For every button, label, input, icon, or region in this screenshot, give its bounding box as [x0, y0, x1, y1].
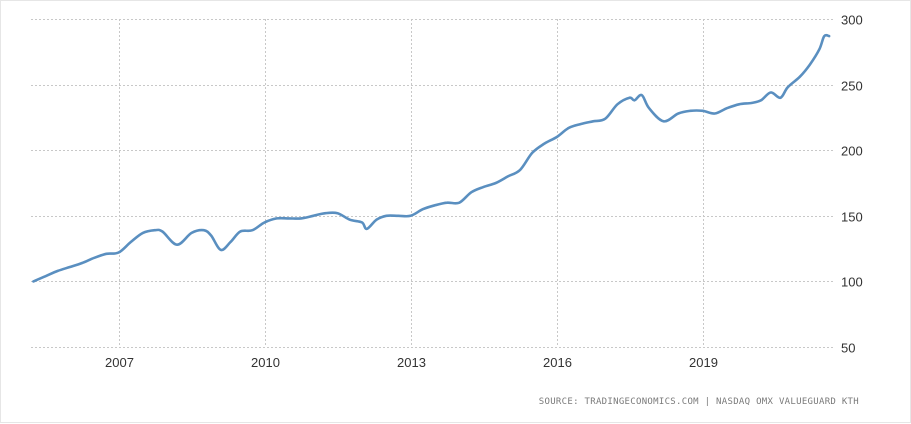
y-tick-label: 50: [841, 341, 855, 356]
x-tick-label: 2013: [397, 355, 426, 370]
y-tick-label: 200: [841, 144, 863, 159]
tick-labels: 50 100 150 200 250 300 2007 2010 2013 2016 2019: [105, 13, 863, 371]
y-tick-label: 250: [841, 79, 863, 94]
series-line: [32, 33, 831, 283]
y-tick-label: 300: [841, 13, 863, 28]
x-tick-label: 2019: [689, 355, 718, 370]
y-tick-label: 150: [841, 210, 863, 225]
series-layer: [32, 33, 831, 283]
source-label: SOURCE: TRADINGECONOMICS.COM | NASDAQ OM…: [539, 397, 859, 407]
x-tick-label: 2016: [543, 355, 572, 370]
x-tick-label: 2010: [251, 355, 280, 370]
y-tick-label: 100: [841, 275, 863, 290]
grid-layer: [31, 19, 834, 348]
x-tick-label: 2007: [105, 355, 134, 370]
